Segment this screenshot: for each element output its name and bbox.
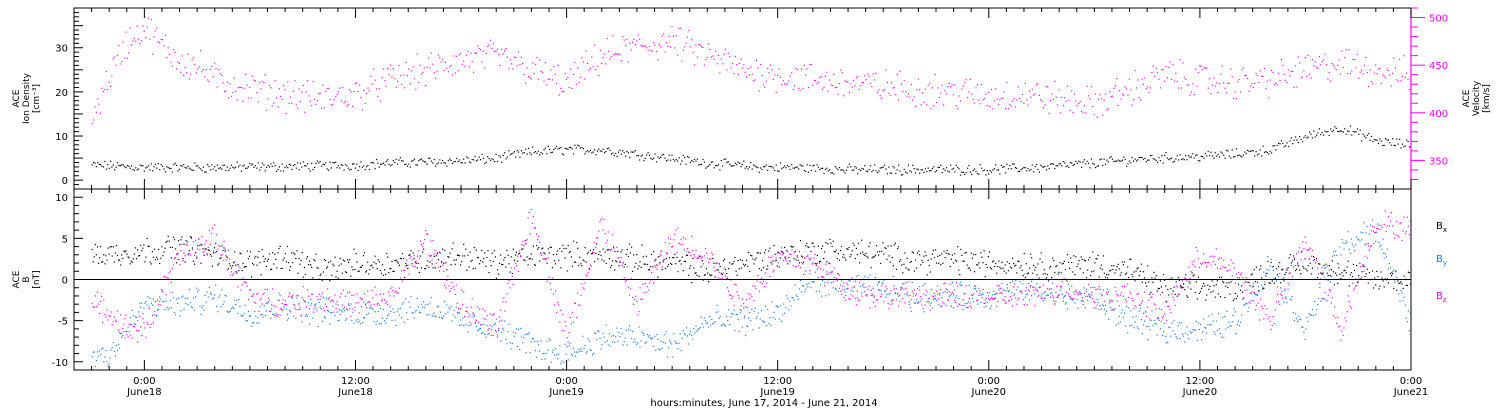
time-axis: 0:00June1812:00June180:00June1912:00June… [73, 8, 1429, 398]
time-tick-label: 0:00 [978, 376, 1000, 387]
velocity-axis-title-line: ACE [1462, 89, 1472, 107]
imf-y-tick-label: -5 [58, 317, 68, 328]
imf-axis-title-line: B [22, 276, 32, 282]
time-tick-label: 12:00 [763, 376, 792, 387]
plasma-panel-frame [73, 7, 1412, 190]
date-tick-label: June18 [126, 387, 162, 398]
imf-y-tick-label: 10 [55, 193, 68, 204]
legend-symbol: B [1436, 291, 1443, 302]
plasma-y-tick-label: 20 [55, 88, 68, 99]
time-axis-label: hours:minutes, June 17, 2014 - June 21, … [650, 398, 877, 409]
legend-symbol: B [1436, 254, 1443, 265]
density-axis-title-line: [cm⁻³] [32, 84, 42, 113]
legend-entry-bx: Bx [1436, 221, 1447, 234]
imf-y-tick-label: 0 [62, 276, 68, 287]
plasma-y-axis: 0 10 20 30 [55, 7, 83, 190]
time-tick-label: 0:00 [555, 376, 577, 387]
plasma-y-tick-label: 30 [55, 44, 68, 55]
imf-axis-title-line: [nT] [32, 270, 42, 288]
time-tick-label: 0:00 [1400, 376, 1422, 387]
velocity-axis-title: ACE Velocity [km/s] [1462, 80, 1492, 116]
velocity-y-tick-label: 450 [1429, 61, 1448, 72]
legend-subscript: y [1443, 259, 1447, 267]
date-tick-label: June20 [1182, 387, 1218, 398]
legend-symbol: B [1436, 221, 1443, 232]
velocity-axis-title-line: Velocity [1472, 80, 1482, 116]
legend-subscript: x [1443, 226, 1447, 234]
imf-axis-title: ACE B [nT] [12, 270, 42, 288]
velocity-y-tick-label: 400 [1429, 109, 1448, 120]
density-axis-title: ACE Ion Density [cm⁻³] [12, 72, 42, 124]
series-bx [91, 235, 1412, 303]
series-ion-density [91, 125, 1412, 176]
legend-subscript: z [1443, 296, 1447, 304]
plasma-y-tick-label: 0 [62, 176, 68, 187]
velocity-y-tick-label: 500 [1429, 14, 1448, 25]
density-axis-title-line: Ion Density [22, 72, 32, 124]
time-tick-label: 12:00 [1185, 376, 1214, 387]
legend-entry-by: By [1436, 254, 1447, 267]
date-tick-label: June20 [971, 387, 1007, 398]
imf-y-tick-label: 5 [62, 234, 68, 245]
legend-entry-bz: Bz [1436, 291, 1447, 304]
density-axis-title-line: ACE [12, 89, 22, 107]
velocity-axis-title-line: [km/s] [1482, 84, 1492, 113]
time-tick-label: 12:00 [341, 376, 370, 387]
velocity-y-axis: 350 400 450 500 [1410, 7, 1448, 189]
date-tick-label: June19 [548, 387, 584, 398]
plasma-y-tick-label: 10 [55, 132, 68, 143]
date-tick-label: June19 [759, 387, 795, 398]
time-tick-label: 0:00 [133, 376, 155, 387]
series-by [91, 219, 1412, 370]
series-velocity [91, 17, 1412, 125]
imf-y-tick-label: -10 [52, 358, 68, 369]
imf-axis-title-line: ACE [12, 270, 22, 288]
date-tick-label: June21 [1393, 387, 1429, 398]
date-tick-label: June18 [337, 387, 373, 398]
series-bz [91, 208, 1412, 343]
velocity-y-tick-label: 350 [1429, 156, 1448, 167]
imf-y-axis: 10 5 0 -5 -10 [52, 188, 83, 371]
